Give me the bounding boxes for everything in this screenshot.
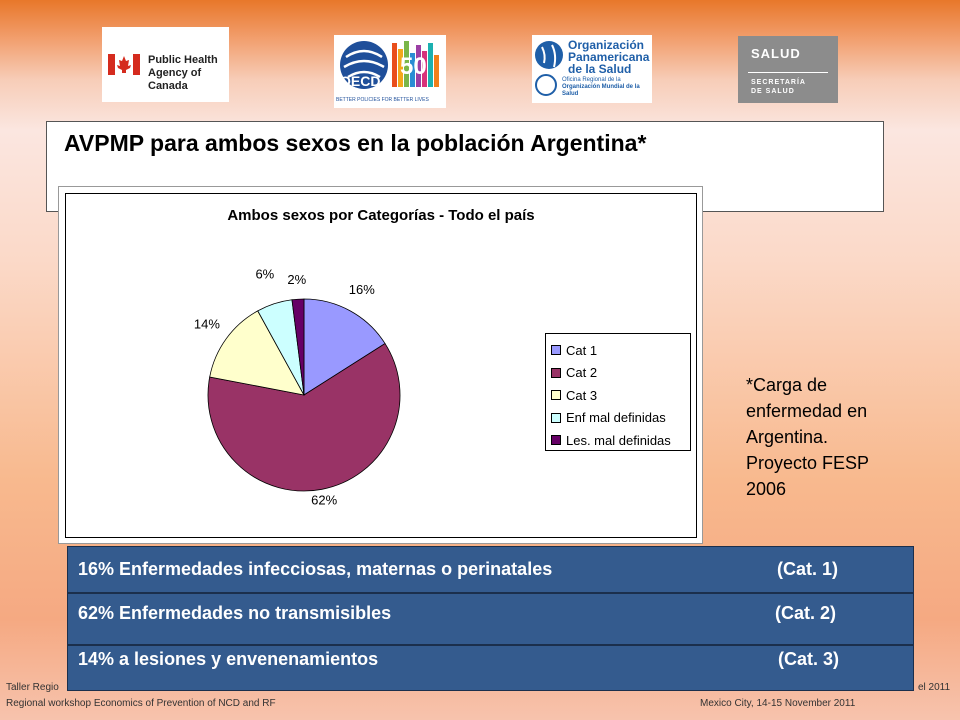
pie-data-label: 6%: [255, 266, 274, 281]
legend-item: Cat 1: [551, 339, 690, 362]
source-note-line: 2006: [746, 479, 787, 499]
page-title: AVPMP para ambos sexos en la población A…: [64, 130, 647, 156]
category-row: 14% a lesiones y envenenamientos (Cat. 3…: [67, 645, 914, 691]
legend-swatch: [551, 435, 561, 446]
footer-right-line2: Mexico City, 14-15 November 2011: [700, 698, 856, 709]
ops-line2: Panamericana: [568, 50, 650, 64]
canada-flag-icon: [108, 54, 140, 75]
source-note-line: Proyecto FESP: [746, 453, 870, 473]
salud-name: SALUD: [751, 46, 801, 61]
legend-swatch: [551, 412, 561, 423]
oecd-tagline: BETTER POLICIES FOR BETTER LIVES: [336, 97, 429, 103]
ops-line3: de la Salud: [568, 62, 632, 76]
ops-logo: Organización Panamericana de la Salud Of…: [532, 35, 652, 103]
legend-label: Cat 2: [566, 365, 598, 381]
source-note-line: enfermedad en: [746, 401, 868, 421]
source-note: *Carga de enfermedad en Argentina. Proye…: [746, 372, 926, 502]
legend-label: Les. mal definidas: [566, 432, 671, 448]
oecd-logo: OECD 50 BETTER POLICIES FOR BETTER LIVES: [334, 35, 446, 108]
oecd-name: OECD: [340, 73, 381, 89]
category-row-code: (Cat. 1): [777, 559, 839, 579]
salud-sub2: DE SALUD: [751, 88, 795, 95]
legend-swatch: [551, 390, 561, 401]
footer-right-line1: el 2011: [918, 682, 951, 693]
legend-item: Enf mal definidas: [551, 407, 690, 430]
pie-data-label: 16%: [349, 282, 375, 297]
pie-slice-cat-2: [207, 343, 401, 492]
pie-data-label: 2%: [287, 272, 306, 287]
phac-logo-line1: Public Health: [148, 54, 218, 66]
ops-sub1: Oficina Regional de la: [562, 77, 621, 83]
footer-left-line2: Regional workshop Economics of Preventio…: [6, 698, 276, 709]
category-row-code: (Cat. 2): [775, 603, 837, 623]
who-emblem-icon: [535, 74, 557, 96]
legend-item: Les. mal definidas: [551, 429, 690, 452]
salud-logo: SALUD SECRETARÍA DE SALUD: [738, 36, 838, 103]
category-row-description: 14% a lesiones y envenenamientos: [78, 649, 379, 669]
legend-label: Cat 3: [566, 387, 598, 403]
legend-swatch: [551, 367, 561, 378]
legend-item: Cat 2: [551, 362, 690, 385]
ops-line1: Organización: [568, 38, 645, 52]
category-row-description: 62% Enfermedades no transmisibles: [78, 603, 392, 623]
pie-data-label: 14%: [194, 316, 220, 331]
oecd-50-bars-icon: [392, 41, 439, 87]
category-row-code: (Cat. 3): [778, 649, 840, 669]
category-row-description: 16% Enfermedades infecciosas, maternas o…: [78, 559, 553, 579]
legend-swatch: [551, 345, 561, 356]
category-row: 16% Enfermedades infecciosas, maternas o…: [67, 546, 914, 593]
chart-legend: Cat 1 Cat 2 Cat 3 Enf mal definidas Les. mal…: [545, 333, 691, 451]
source-note-line: *Carga de: [746, 375, 828, 395]
pie-slice-les-mal-definidas: [291, 298, 305, 396]
ops-sub2: Organización Mundial de la Salud: [562, 84, 640, 97]
source-note-line: Argentina.: [746, 427, 829, 447]
pie-slice-cat-1: [303, 298, 386, 396]
legend-label: Enf mal definidas: [566, 410, 666, 426]
legend-item: Cat 3: [551, 384, 690, 407]
oecd-anniversary: 50: [400, 53, 427, 80]
pie-data-label: 62%: [311, 493, 337, 508]
phac-logo-line2: Agency of Canada: [148, 67, 202, 92]
footer-left-line1: Taller Regio: [6, 682, 59, 693]
salud-sub1: SECRETARÍA: [751, 79, 806, 86]
pie-slice-cat-3: [209, 310, 305, 396]
category-row: 62% Enfermedades no transmisibles (Cat. …: [67, 593, 914, 645]
chart-title: Ambos sexos por Categorías - Todo el paí…: [227, 207, 535, 224]
legend-label: Cat 1: [566, 342, 598, 358]
phac-logo: Public Health Agency of Canada: [102, 27, 229, 102]
